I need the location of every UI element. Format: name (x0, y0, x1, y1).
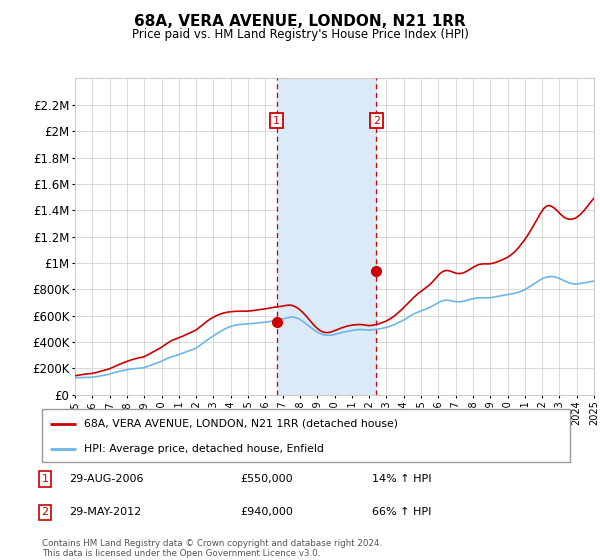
Text: 29-MAY-2012: 29-MAY-2012 (69, 507, 141, 517)
Text: 1: 1 (273, 115, 280, 125)
Text: £940,000: £940,000 (240, 507, 293, 517)
Text: 1: 1 (41, 474, 49, 484)
Text: 14% ↑ HPI: 14% ↑ HPI (372, 474, 431, 484)
Text: £550,000: £550,000 (240, 474, 293, 484)
Text: 68A, VERA AVENUE, LONDON, N21 1RR (detached house): 68A, VERA AVENUE, LONDON, N21 1RR (detac… (84, 419, 398, 429)
Text: 2: 2 (373, 115, 380, 125)
Text: HPI: Average price, detached house, Enfield: HPI: Average price, detached house, Enfi… (84, 444, 324, 454)
Text: Contains HM Land Registry data © Crown copyright and database right 2024.
This d: Contains HM Land Registry data © Crown c… (42, 539, 382, 558)
Text: 2: 2 (41, 507, 49, 517)
Text: Price paid vs. HM Land Registry's House Price Index (HPI): Price paid vs. HM Land Registry's House … (131, 28, 469, 41)
Text: 66% ↑ HPI: 66% ↑ HPI (372, 507, 431, 517)
Text: 29-AUG-2006: 29-AUG-2006 (69, 474, 143, 484)
Text: 68A, VERA AVENUE, LONDON, N21 1RR: 68A, VERA AVENUE, LONDON, N21 1RR (134, 14, 466, 29)
